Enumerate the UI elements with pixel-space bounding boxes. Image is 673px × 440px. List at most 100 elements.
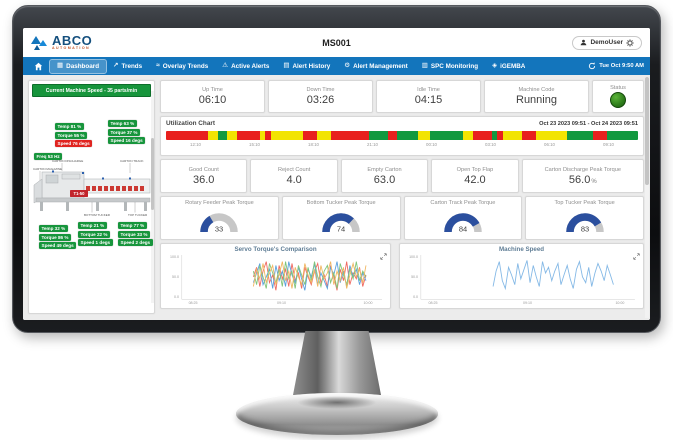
y-axis-ticks: 100.0 50.0 0.0 <box>405 255 419 300</box>
chart-plot: 100.0 50.0 0.0 08:25 09:10 10:00 <box>409 255 635 305</box>
stat-label: Machine Code <box>518 87 555 93</box>
label-bottom-tucker: BOTTOM TUCKER <box>84 213 111 217</box>
tab-active-alerts[interactable]: ⚠ Active Alerts <box>215 60 276 73</box>
gauge-card-rotary-feeder-peak-torque: Rotary Feeder Peak Torque 33 <box>160 196 279 240</box>
tab-label: Trends <box>121 62 143 70</box>
user-menu[interactable]: DemoUser <box>572 35 642 50</box>
machine-badge: Temp 63 % <box>108 120 137 127</box>
main-nav: ▦ Dashboard ↗ Trends ≈ Overlay Trends ⚠ Active … <box>23 57 650 75</box>
overlay-icon: ≈ <box>156 61 160 69</box>
stat-label: Down Time <box>306 87 335 93</box>
gauge-arc: 74 <box>322 213 360 234</box>
gauge-label: Top Tucker Peak Torque <box>554 200 615 206</box>
chart-title: Machine Speed <box>499 246 545 253</box>
chart-card-servo-torque-s-comparison: Servo Torque's Comparison 100.0 50.0 0.0 08:… <box>160 243 392 309</box>
y-tick: 0.0 <box>413 294 419 299</box>
gauge-arc: 84 <box>444 213 482 234</box>
label-carton-discharge: CARTON DISCHARGE <box>52 159 83 163</box>
utilization-date-range: Oct 23 2023 09:51 - Oct 24 2023 09:51 <box>539 120 638 127</box>
counter-value: 36.0 <box>192 173 215 186</box>
x-tick: 09:10 <box>523 301 533 305</box>
counter-unit: % <box>591 178 597 185</box>
gauge-card-carton-track-peak-torque: Carton Track Peak Torque 84 <box>403 196 523 240</box>
y-tick: 0.0 <box>174 294 179 299</box>
badge-group-station-upper-right: Temp 63 % Torque 37 % Speed 16 degs <box>108 120 146 144</box>
machine-badge: Torque 22 % <box>78 230 110 238</box>
stat-value: Running <box>516 94 557 106</box>
machine-badge: Torque 37 % <box>108 128 140 136</box>
tab-overlay-trends[interactable]: ≈ Overlay Trends <box>149 60 215 73</box>
utilization-tick: 00:10 <box>426 141 437 147</box>
stat-label: Up Time <box>202 87 223 93</box>
home-icon[interactable] <box>29 62 48 71</box>
stats-row: Up Time 06:10 Down Time 03:26 Idle Time 04:15… <box>160 80 644 113</box>
y-tick: 100.0 <box>409 255 419 259</box>
abco-logo: ABCO AUTOMATION <box>31 34 201 51</box>
gauge-arc: 83 <box>565 213 604 234</box>
left-panel-scroll-thumb[interactable] <box>151 137 154 210</box>
machine-panel: Current Machine Speed - 35 parts/min CAR… <box>28 80 155 314</box>
counter-label: Good Count <box>188 166 219 173</box>
stat-card-up-time: Up Time 06:10 <box>160 80 265 113</box>
gauge-card-bottom-tucker-peak-torque: Bottom Tucker Peak Torque 74 <box>281 196 401 240</box>
machine-badge: Torque 33 % <box>118 230 150 238</box>
machine-badge: Speed 1 degs <box>78 239 113 246</box>
utilization-segment <box>418 131 431 140</box>
x-axis-ticks: 08:25 09:10 10:00 <box>420 301 635 306</box>
stat-card-machine-code: Machine Code Running <box>484 80 589 113</box>
refresh-clock[interactable]: Tue Oct 9:50 AM <box>588 62 644 70</box>
x-axis-ticks: 08:25 09:10 10:00 <box>181 301 382 306</box>
page-title: MS001 <box>322 37 351 48</box>
series-servo-4 <box>253 262 366 289</box>
utilization-segment <box>397 131 419 140</box>
counter-label: Carton Discharge Peak Torque <box>544 166 621 173</box>
gauge-value: 84 <box>459 225 467 234</box>
stat-value: 04:15 <box>414 94 443 106</box>
utilization-strip <box>166 131 638 140</box>
nav-tabs: ▦ Dashboard ↗ Trends ≈ Overlay Trends ⚠ Active … <box>48 58 532 74</box>
history-icon: ▤ <box>283 61 290 69</box>
main-scrollbar[interactable] <box>645 77 649 318</box>
utilization-tick: 06:10 <box>544 141 555 147</box>
utilization-segment <box>536 131 568 140</box>
abco-logo-icon <box>31 35 47 50</box>
expand-icon[interactable] <box>633 247 640 265</box>
manage-icon: ⚙ <box>344 61 351 69</box>
y-axis-ticks: 100.0 50.0 0.0 <box>166 255 180 300</box>
tab-dashboard[interactable]: ▦ Dashboard <box>48 58 108 74</box>
tab-igemba[interactable]: ◈ iGEMBA <box>485 60 532 73</box>
tab-alert-management[interactable]: ⚙ Alert Management <box>337 60 414 73</box>
counter-label: Open Top Flap <box>456 166 494 173</box>
badge-group-station-lower-mid: Temp 21 % Torque 22 % Speed 1 degs <box>78 222 113 246</box>
tab-alert-history[interactable]: ▤ Alert History <box>276 60 337 73</box>
utilization-segment <box>430 131 464 140</box>
machine-badge: Speed 16 degs <box>108 137 146 144</box>
dashboard-main: Up Time 06:10 Down Time 03:26 Idle Time 04:15… <box>160 80 644 314</box>
label-top-tucker: TOP TUCKER <box>128 213 148 217</box>
counter-value: 63.0 <box>373 173 396 186</box>
tab-trends[interactable]: ↗ Trends <box>106 60 149 73</box>
utilization-segment <box>472 131 492 140</box>
main-scroll-thumb[interactable] <box>645 77 649 186</box>
counter-card-open-top-flap: Open Top Flap 42.0 <box>431 159 519 193</box>
utilization-segment <box>236 131 261 140</box>
tab-spc-monitoring[interactable]: ▥ SPC Monitoring <box>415 60 485 73</box>
trend-icon: ↗ <box>113 61 119 69</box>
settings-gear-icon[interactable] <box>626 38 634 47</box>
left-panel-scrollbar[interactable] <box>151 91 154 303</box>
counter-value: 42.0 <box>464 173 486 186</box>
monitor-stand-base <box>236 393 438 435</box>
monitor-stand-neck <box>293 331 381 395</box>
counter-card-reject-count: Reject Count 4.0 <box>250 159 338 193</box>
content-area: Current Machine Speed - 35 parts/min CAR… <box>23 75 650 320</box>
brand-name: ABCO <box>52 33 93 49</box>
counter-label: Reject Count <box>277 166 311 173</box>
status-label: Status <box>610 85 626 91</box>
tab-label: SPC Monitoring <box>430 62 479 70</box>
utilization-card: Utilization Chart Oct 23 2023 09:51 - Oc… <box>160 116 644 156</box>
badge-group-station-lower-left: Temp 32 % Torque 86 % Speed 49 degs <box>39 225 77 249</box>
brand-subtitle: AUTOMATION <box>52 46 91 51</box>
expand-icon[interactable] <box>380 247 387 265</box>
charts-row: Servo Torque's Comparison 100.0 50.0 0.0 08:… <box>160 243 644 309</box>
x-tick: 08:25 <box>188 301 198 305</box>
